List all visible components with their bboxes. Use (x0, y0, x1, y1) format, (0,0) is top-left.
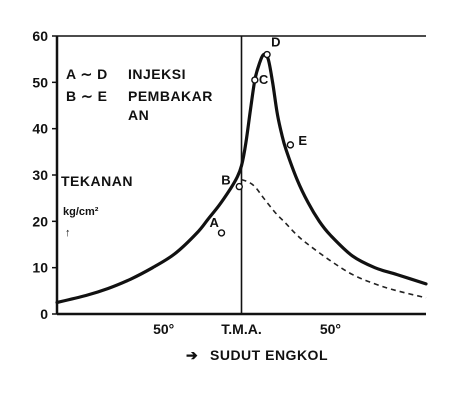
legend-key-1: A ∼ D (66, 66, 108, 82)
point-marker-c (251, 76, 259, 84)
y-tick-label: 10 (32, 260, 48, 276)
point-label-a: A (209, 215, 219, 230)
point-label-c: C (259, 72, 269, 87)
y-axis-arrow: ↑ (65, 227, 71, 239)
y-tick-label: 40 (32, 121, 48, 137)
legend-text-2: PEMBAKAR (128, 88, 213, 104)
point-marker-e (286, 141, 295, 149)
x-tick-label: 50° (320, 321, 341, 337)
legend-text-2b: AN (128, 107, 149, 123)
point-marker-d (263, 50, 271, 59)
point-marker-b (235, 182, 243, 191)
y-tick-label: 20 (32, 213, 48, 229)
point-marker-a (217, 229, 226, 237)
series-line-dashed (241, 178, 427, 299)
point-label-e: E (298, 133, 307, 148)
x-tick-label: 50° (153, 321, 174, 337)
point-label-d: D (271, 35, 280, 50)
y-tick-label: 30 (32, 167, 48, 183)
point-label-b: B (221, 173, 230, 188)
y-tick-label: 50 (32, 74, 48, 90)
legend-key-2: B ∼ E (66, 88, 107, 104)
x-axis-arrow: ➔ (186, 347, 198, 363)
y-tick-label: 0 (40, 306, 48, 322)
legend-text-1: INJEKSI (128, 66, 186, 82)
x-axis-label: SUDUT ENGKOL (210, 347, 328, 363)
y-axis-unit: kg/cm² (63, 206, 99, 218)
series-line-solid (55, 52, 428, 304)
y-tick-label: 60 (32, 28, 48, 44)
x-tick-label: T.M.A. (221, 321, 261, 337)
y-axis-label: TEKANAN (61, 173, 133, 189)
